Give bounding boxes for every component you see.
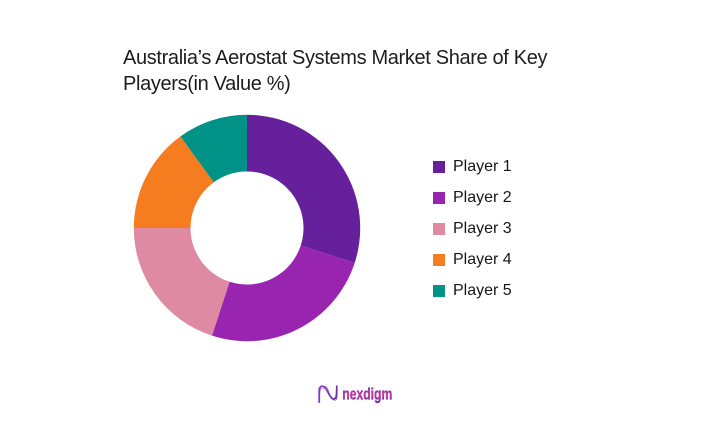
svg-text:nexdigm: nexdigm	[342, 385, 392, 403]
